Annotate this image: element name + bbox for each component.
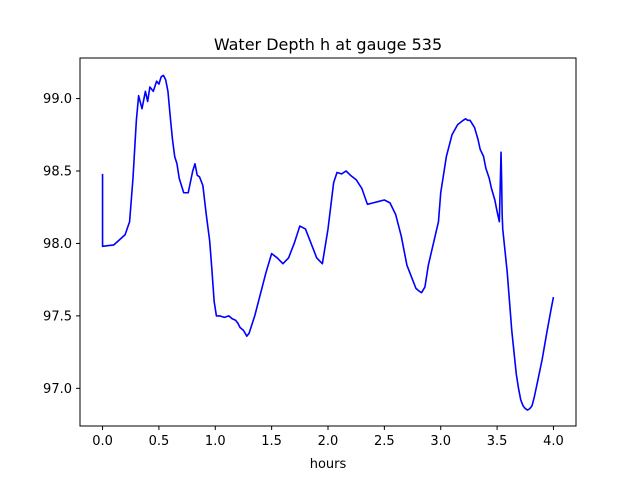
x-axis: 0.0 0.5 1.0 1.5 2.0 2.5 3.0 3.5 4.0 <box>92 426 564 449</box>
x-tick-label: 1.5 <box>261 434 282 449</box>
series-line-0 <box>101 74 555 411</box>
y-tick-label: 99.0 <box>43 92 72 107</box>
x-tick-label: 3.0 <box>430 434 451 449</box>
x-tick-label: 1.0 <box>205 434 226 449</box>
x-tick-label: 2.0 <box>318 434 339 449</box>
y-tick-label: 98.5 <box>43 165 72 180</box>
y-axis: 97.0 97.5 98.0 98.5 99.0 <box>43 92 80 397</box>
x-tick-label: 0.5 <box>149 434 170 449</box>
x-tick-label: 4.0 <box>543 434 564 449</box>
chart-title: Water Depth h at gauge 535 <box>214 35 442 54</box>
plot-area <box>101 74 555 411</box>
x-axis-label: hours <box>310 457 347 472</box>
x-tick-label: 2.5 <box>374 434 395 449</box>
y-tick-label: 97.5 <box>43 309 72 324</box>
x-tick-label: 3.5 <box>487 434 508 449</box>
y-tick-label: 98.0 <box>43 237 72 252</box>
y-tick-label: 97.0 <box>43 382 72 397</box>
x-tick-label: 0.0 <box>92 434 113 449</box>
